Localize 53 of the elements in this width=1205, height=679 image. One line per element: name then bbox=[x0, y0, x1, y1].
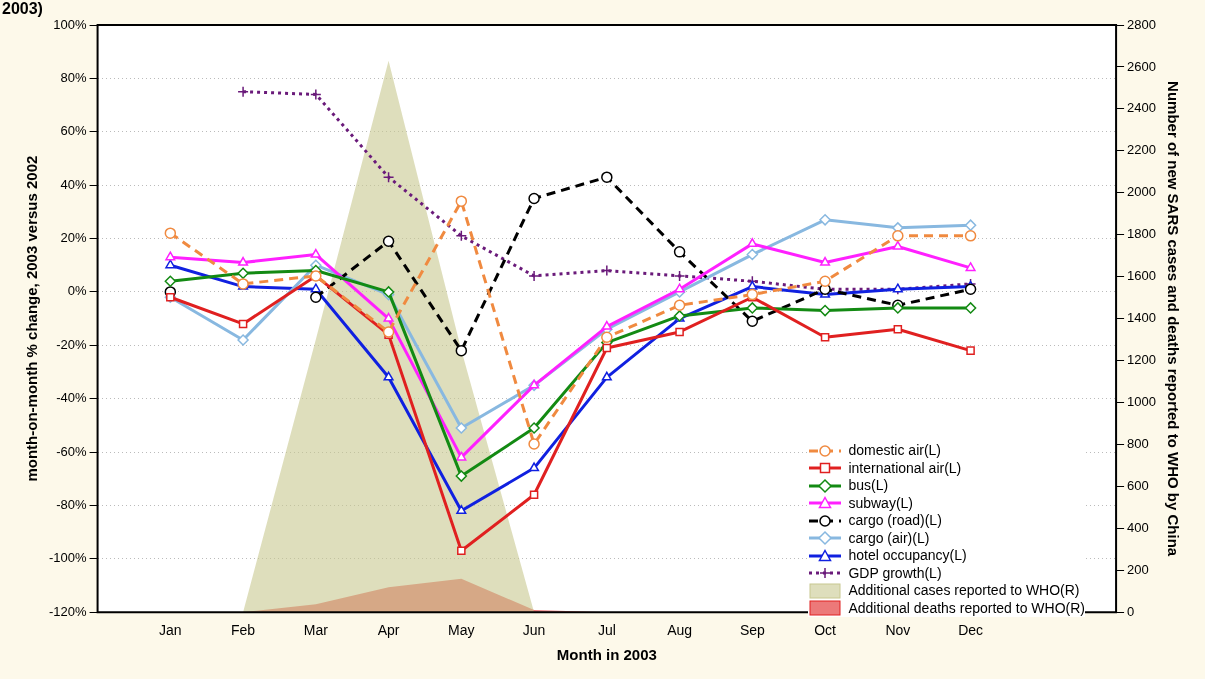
y-tick-label: 0% bbox=[67, 283, 88, 299]
x-axis-title: Month in 2003 bbox=[556, 646, 657, 664]
x-tick-label: Sep bbox=[739, 622, 765, 639]
x-tick-label: Apr bbox=[377, 622, 400, 639]
y2-tick-label: 2200 bbox=[1127, 142, 1156, 158]
y-tick-label: 80% bbox=[60, 69, 88, 85]
legend-label: bus(L) bbox=[848, 477, 889, 495]
x-tick-label: Aug bbox=[667, 622, 693, 639]
y-tick-label: -100% bbox=[49, 550, 88, 566]
x-tick-label: Jan bbox=[159, 622, 182, 639]
legend-label: GDP growth(L) bbox=[848, 564, 942, 582]
y-tick-label: 20% bbox=[60, 230, 88, 246]
x-tick-label: Jun bbox=[522, 622, 546, 639]
legend-label: cargo (air)(L) bbox=[848, 529, 930, 547]
legend-label: international air(L) bbox=[848, 459, 962, 477]
chart-title: 2003) bbox=[2, 0, 43, 18]
legend-label: Additional cases reported to WHO(R) bbox=[848, 582, 1080, 600]
y-axis-title: month-on-month % change, 2003 versus 2002 bbox=[23, 155, 41, 482]
y2-tick-label: 1400 bbox=[1127, 310, 1156, 326]
y2-tick-label: 600 bbox=[1127, 477, 1149, 493]
y2-tick-label: 2400 bbox=[1127, 100, 1156, 116]
y-tick-label: -80% bbox=[56, 497, 88, 513]
y2-tick-label: 2000 bbox=[1127, 184, 1156, 200]
y2-tick-label: 1800 bbox=[1127, 226, 1156, 242]
y2-axis-title: Number of new SARS cases and deaths reported to WHO by China bbox=[1164, 81, 1182, 557]
y2-tick-label: 400 bbox=[1127, 519, 1149, 535]
x-tick-label: Jul bbox=[597, 622, 616, 639]
y2-tick-label: 200 bbox=[1127, 561, 1149, 577]
legend-label: domestic air(L) bbox=[848, 442, 942, 460]
y2-tick-label: 1000 bbox=[1127, 394, 1156, 410]
legend-label: hotel occupancy(L) bbox=[848, 547, 967, 565]
x-tick-label: May bbox=[448, 622, 475, 639]
y-tick-label: 60% bbox=[60, 123, 88, 139]
y-tick-label: -40% bbox=[56, 390, 88, 406]
y2-tick-label: 2600 bbox=[1127, 58, 1156, 74]
y-tick-label: 40% bbox=[60, 176, 88, 192]
y2-tick-label: 0 bbox=[1127, 603, 1135, 619]
y-tick-label: -60% bbox=[56, 443, 88, 459]
x-tick-label: Nov bbox=[885, 622, 911, 639]
y-tick-label: 100% bbox=[53, 16, 88, 32]
y-tick-label: -120% bbox=[49, 603, 88, 619]
y2-tick-label: 1200 bbox=[1127, 352, 1156, 368]
legend-label: cargo (road)(L) bbox=[848, 512, 942, 530]
legend-label: Additional deaths reported to WHO(R) bbox=[848, 599, 1085, 617]
y2-tick-label: 800 bbox=[1127, 436, 1149, 452]
y2-tick-label: 1600 bbox=[1127, 268, 1156, 284]
y2-tick-label: 2800 bbox=[1127, 16, 1156, 32]
x-tick-label: Dec bbox=[958, 622, 984, 639]
x-tick-label: Oct bbox=[814, 622, 837, 639]
y-tick-label: -20% bbox=[56, 336, 88, 352]
x-tick-label: Mar bbox=[303, 622, 329, 639]
legend-label: subway(L) bbox=[848, 494, 914, 512]
x-tick-label: Feb bbox=[231, 622, 256, 639]
